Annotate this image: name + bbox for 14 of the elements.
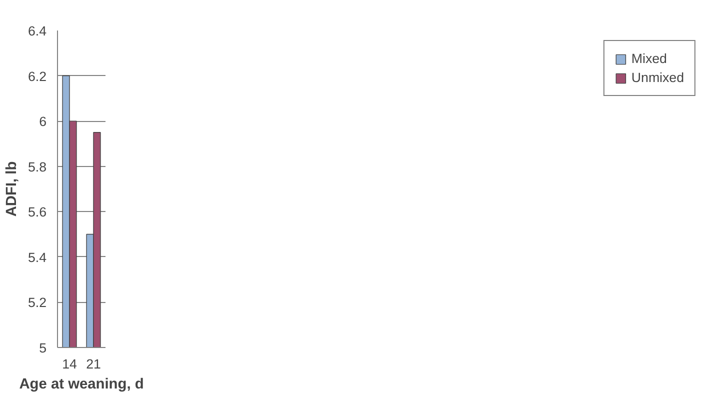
x-tick-label: 14 <box>62 356 78 372</box>
y-tick-label: 6.4 <box>28 24 48 38</box>
x-tick-label: 21 <box>86 356 101 372</box>
x-axis-title: Age at weaning, d <box>19 376 144 392</box>
y-tick-label: 5.6 <box>28 204 47 220</box>
legend-label: Mixed <box>631 51 667 66</box>
legend-label: Unmixed <box>631 70 684 85</box>
y-axis-title: ADFI, lb <box>4 161 20 217</box>
y-tick-label: 5 <box>39 340 47 356</box>
y-tick-label: 5.8 <box>28 159 47 174</box>
y-tick-label: 6.2 <box>28 68 47 84</box>
y-tick-label: 5.2 <box>28 295 47 310</box>
y-tick-label: 5.4 <box>28 250 48 265</box>
y-tick-label: 6 <box>39 114 47 130</box>
